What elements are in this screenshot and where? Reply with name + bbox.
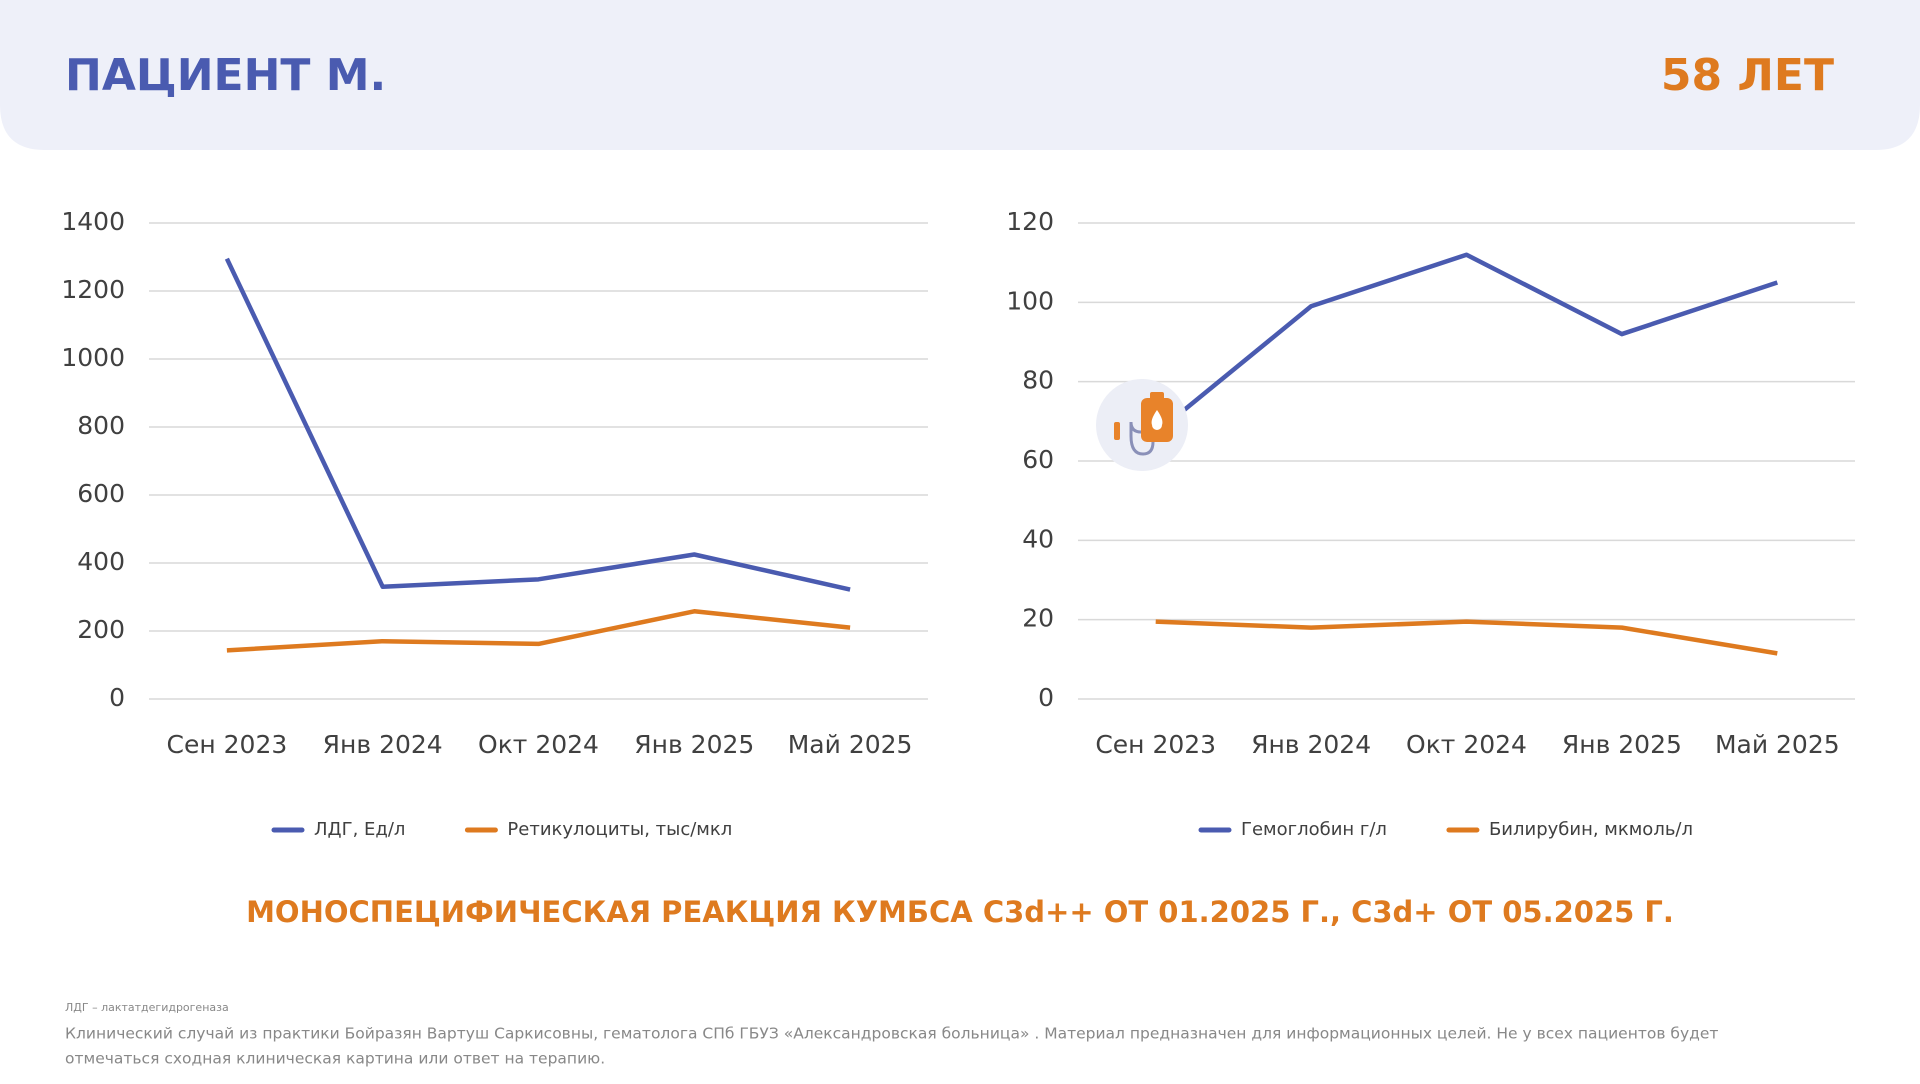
x-tick-label: Сен 2023 bbox=[1095, 730, 1216, 759]
y-tick-label: 1200 bbox=[61, 275, 125, 304]
series-line bbox=[224, 257, 851, 592]
y-tick-label: 120 bbox=[1006, 207, 1054, 236]
legend-label: Гемоглобин г/л bbox=[1241, 819, 1387, 840]
x-tick-label: Сен 2023 bbox=[167, 730, 288, 759]
legend-label: Билирубин, мкмоль/л bbox=[1489, 819, 1693, 840]
x-tick-label: Май 2025 bbox=[788, 730, 913, 759]
coombs-note: МОНОСПЕЦИФИЧЕСКАЯ РЕАКЦИЯ КУМБСА С3d++ О… bbox=[246, 895, 1674, 929]
y-tick-label: 0 bbox=[1038, 683, 1054, 712]
x-tick-label: Янв 2024 bbox=[323, 730, 443, 759]
y-tick-label: 600 bbox=[77, 479, 125, 508]
y-tick-label: 0 bbox=[109, 683, 125, 712]
series-line bbox=[226, 609, 851, 653]
y-tick-label: 1000 bbox=[61, 343, 125, 372]
abbreviation: ЛДГ – лактатдегидрогеназа bbox=[65, 1001, 229, 1014]
y-tick-label: 800 bbox=[77, 411, 125, 440]
x-tick-label: Окт 2024 bbox=[478, 730, 599, 759]
series-line bbox=[1155, 619, 1778, 656]
legend-label: Ретикулоциты, тыс/мкл bbox=[507, 819, 732, 840]
y-tick-label: 400 bbox=[77, 547, 125, 576]
header-band bbox=[0, 0, 1920, 150]
x-tick-label: Май 2025 bbox=[1715, 730, 1840, 759]
y-tick-label: 80 bbox=[1022, 366, 1054, 395]
patient-title: ПАЦИЕНТ М. bbox=[65, 50, 386, 101]
x-tick-label: Янв 2025 bbox=[634, 730, 754, 759]
y-tick-label: 100 bbox=[1006, 286, 1054, 315]
y-tick-label: 60 bbox=[1022, 445, 1054, 474]
legend-label: ЛДГ, Ед/л bbox=[314, 819, 405, 840]
icon bbox=[1096, 379, 1188, 471]
disclaimer: Клинический случай из практики Бойразян … bbox=[65, 1025, 1718, 1043]
disclaimer: отмечаться сходная клиническая картина и… bbox=[65, 1050, 605, 1068]
y-tick-label: 1400 bbox=[61, 207, 125, 236]
x-tick-label: Янв 2025 bbox=[1562, 730, 1682, 759]
series-line bbox=[1154, 252, 1779, 435]
y-tick-label: 200 bbox=[77, 615, 125, 644]
patient-age: 58 ЛЕТ bbox=[1661, 50, 1834, 101]
y-tick-label: 40 bbox=[1022, 524, 1054, 553]
y-tick-label: 20 bbox=[1022, 604, 1054, 633]
x-tick-label: Окт 2024 bbox=[1406, 730, 1527, 759]
x-tick-label: Янв 2024 bbox=[1251, 730, 1371, 759]
